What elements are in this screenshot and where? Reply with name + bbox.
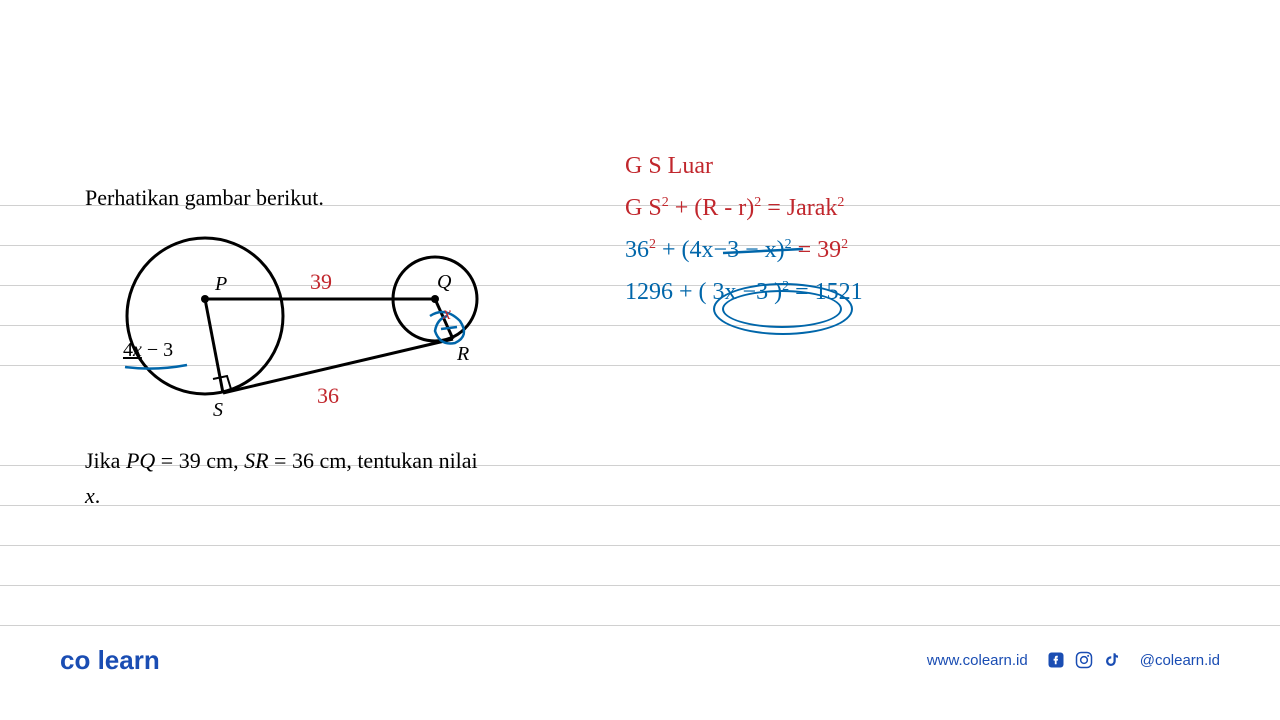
brand-logo: co learn	[60, 645, 160, 676]
logo-learn: learn	[98, 645, 160, 675]
geometry-diagram: P Q R S 4x − 3 x 39 36	[85, 221, 505, 431]
handwritten-work: G S Luar G S2 + (R - r)2 = Jarak2 362 + …	[625, 145, 1165, 313]
label-p: P	[215, 273, 227, 296]
work-line-3: 362 + (4x−3 − x)2 = 392	[625, 229, 1165, 271]
facebook-icon	[1046, 650, 1066, 670]
footer-url: www.colearn.id	[927, 652, 1028, 669]
footer-right: www.colearn.id @colearn.id	[927, 650, 1220, 670]
diagram-svg	[85, 221, 505, 431]
label-q: Q	[437, 271, 451, 294]
work-line-1: G S Luar	[625, 145, 1165, 187]
footer-bar: co learn www.colearn.id @colearn.id	[0, 640, 1280, 680]
label-r: R	[457, 343, 469, 366]
logo-co: co	[60, 645, 90, 675]
label-radius-large: 4x − 3	[123, 339, 173, 362]
emphasis-circle-outer	[713, 283, 853, 335]
instagram-icon	[1074, 650, 1094, 670]
work-line-2: G S2 + (R - r)2 = Jarak2	[625, 187, 1165, 229]
label-radius-small: x	[443, 303, 451, 324]
social-icons	[1046, 650, 1122, 670]
annotation-39: 39	[310, 269, 332, 295]
work-line-4: 1296 + ( 3x −3 )2 = 1521	[625, 271, 1165, 313]
footer-handle: @colearn.id	[1140, 652, 1220, 669]
tiktok-icon	[1102, 650, 1122, 670]
problem-question: Jika PQ = 39 cm, SR = 36 cm, tentukan ni…	[85, 443, 605, 513]
annotation-36: 36	[317, 383, 339, 409]
problem-intro: Perhatikan gambar berikut.	[85, 185, 605, 211]
label-s: S	[213, 399, 223, 422]
problem-block: Perhatikan gambar berikut. P Q R S	[85, 185, 605, 513]
